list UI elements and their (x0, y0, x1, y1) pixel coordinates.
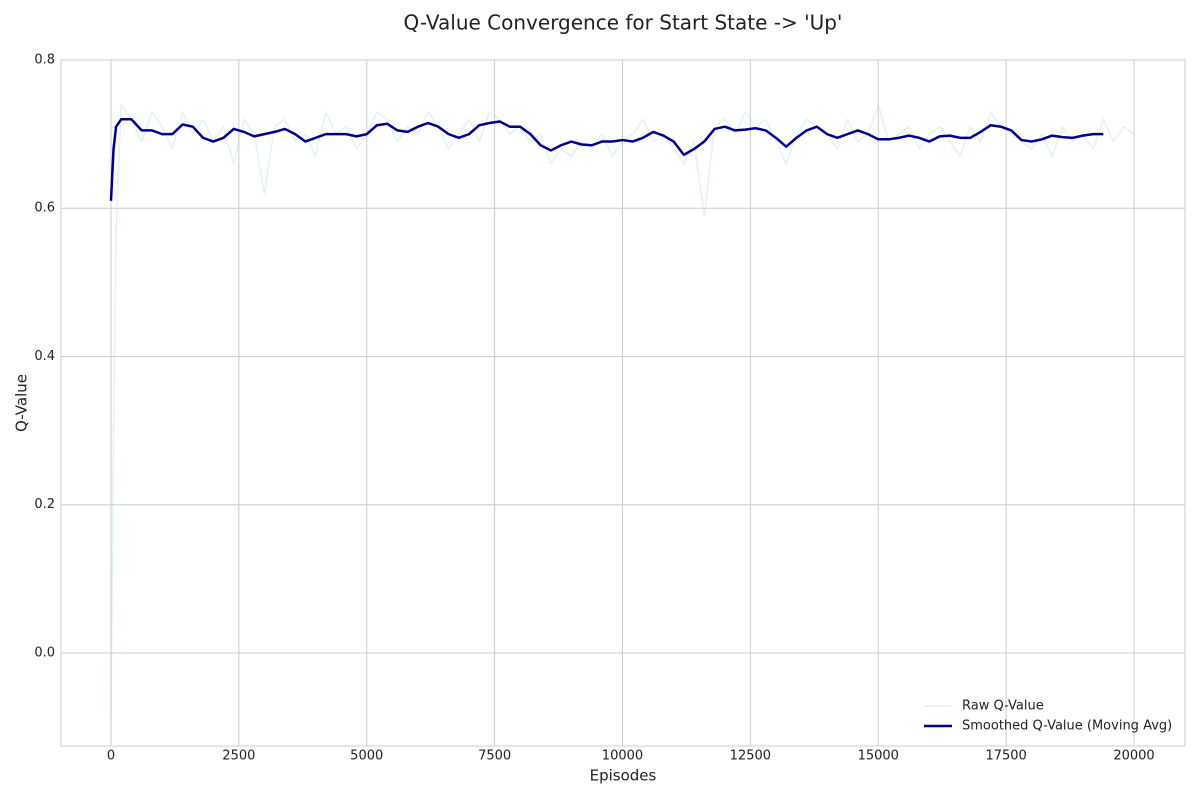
y-tick-label: 0.0 (34, 645, 55, 660)
series-line (109, 118, 1104, 201)
x-tick-label: 15000 (858, 749, 899, 764)
y-tick-label: 0.6 (34, 201, 55, 216)
x-tick-label: 10000 (602, 749, 643, 764)
x-tick-label: 0 (107, 749, 115, 764)
x-axis-label: Episodes (590, 767, 657, 785)
y-tick-label: 0.8 (34, 53, 55, 68)
legend-label: Smoothed Q-Value (Moving Avg) (962, 719, 1172, 734)
x-tick-label: 17500 (985, 749, 1026, 764)
y-tick-label: 0.4 (34, 349, 55, 364)
plot-frame (60, 59, 1186, 747)
y-tick-label: 0.2 (34, 497, 55, 512)
chart-title: Q-Value Convergence for Start State -> '… (404, 11, 843, 35)
y-axis-label: Q-Value (13, 374, 31, 432)
x-tick-label: 2500 (222, 749, 255, 764)
x-tick-label: 12500 (730, 749, 771, 764)
x-tick-label: 7500 (478, 749, 511, 764)
x-tick-label: 20000 (1113, 749, 1154, 764)
x-tick-label: 5000 (350, 749, 383, 764)
legend-label: Raw Q-Value (962, 699, 1044, 714)
series-line (110, 103, 1135, 720)
